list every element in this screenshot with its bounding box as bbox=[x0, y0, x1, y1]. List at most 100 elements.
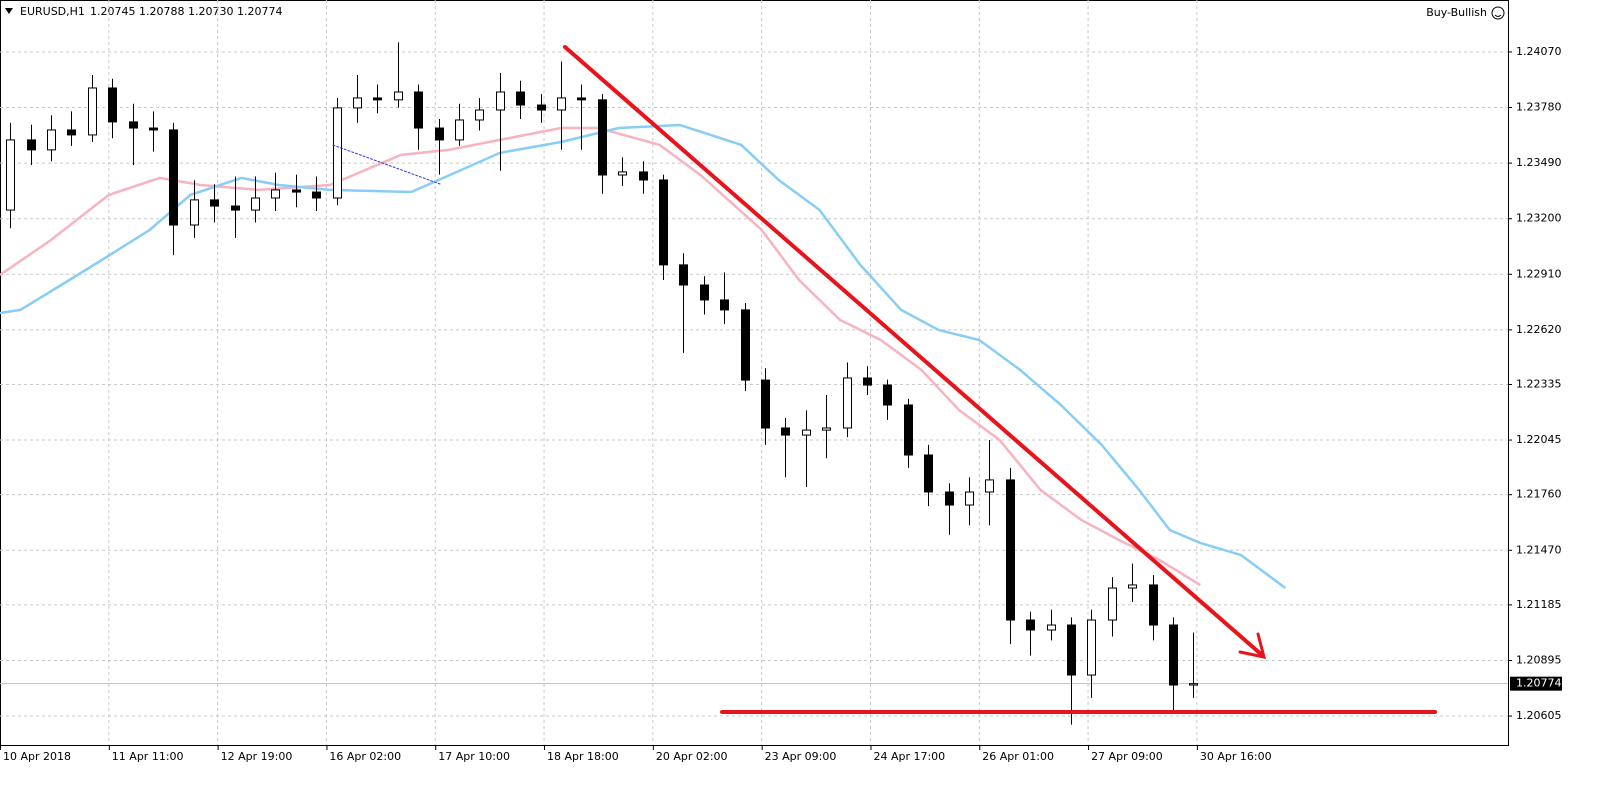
x-tick-label: 30 Apr 16:00 bbox=[1200, 750, 1272, 763]
plot-frame bbox=[0, 0, 1509, 746]
candle-body bbox=[394, 91, 403, 101]
candle-body bbox=[639, 171, 648, 181]
candle-body bbox=[577, 97, 586, 101]
y-tick-label: 1.21185 bbox=[1516, 598, 1562, 611]
candle-body bbox=[720, 299, 729, 311]
candle-body bbox=[210, 199, 219, 207]
y-tick-label: 1.21470 bbox=[1516, 543, 1562, 556]
moving-average bbox=[0, 123, 1287, 590]
last-price-label: 1.20774 bbox=[1516, 677, 1562, 690]
candles bbox=[6, 42, 1198, 725]
candle-body bbox=[700, 284, 709, 301]
y-tick-label: 1.22045 bbox=[1516, 433, 1562, 446]
candle-body bbox=[373, 97, 382, 101]
x-tick-label: 27 Apr 09:00 bbox=[1091, 750, 1163, 763]
candle-body bbox=[1047, 624, 1056, 631]
candle-body bbox=[414, 91, 423, 129]
candle-body bbox=[659, 179, 668, 266]
candle-body bbox=[190, 199, 199, 226]
candle-body bbox=[761, 379, 770, 429]
moving-averages bbox=[0, 123, 1287, 590]
y-tick-label: 1.24070 bbox=[1516, 45, 1562, 58]
x-tick-label: 12 Apr 19:00 bbox=[221, 750, 293, 763]
candle-body bbox=[985, 479, 994, 493]
candle-body bbox=[149, 127, 158, 131]
candle-body bbox=[333, 107, 342, 199]
menu-arrow[interactable] bbox=[5, 8, 13, 14]
candle-body bbox=[129, 121, 138, 129]
candle-body bbox=[1026, 619, 1035, 631]
candle-body bbox=[231, 205, 240, 211]
y-tick-label: 1.22620 bbox=[1516, 323, 1562, 336]
smiley bbox=[1491, 6, 1505, 20]
candle-body bbox=[904, 404, 913, 456]
symbol: EURUSD,H1 bbox=[20, 5, 85, 18]
y-tick-label: 1.22910 bbox=[1516, 267, 1562, 280]
candle-body bbox=[108, 87, 117, 123]
y-tick-label: 1.23490 bbox=[1516, 156, 1562, 169]
candle-body bbox=[679, 264, 688, 286]
candle-body bbox=[822, 427, 831, 431]
x-tick-label: 10 Apr 2018 bbox=[3, 750, 71, 763]
annotations bbox=[332, 45, 1437, 714]
x-tick-label: 24 Apr 17:00 bbox=[873, 750, 945, 763]
candle-body bbox=[1189, 683, 1198, 686]
x-tick-label: 17 Apr 10:00 bbox=[438, 750, 510, 763]
candle-body bbox=[47, 129, 56, 151]
quote: 1.20745 1.20788 1.20730 1.20774 bbox=[90, 5, 282, 18]
candle-body bbox=[598, 99, 607, 176]
candle-body bbox=[312, 191, 321, 199]
candle-body bbox=[6, 139, 15, 211]
candle-body bbox=[169, 129, 178, 226]
candle-body bbox=[1149, 584, 1158, 626]
candle-body bbox=[781, 427, 790, 436]
x-tick-label: 11 Apr 11:00 bbox=[112, 750, 184, 763]
candle-body bbox=[945, 491, 954, 506]
candle-body bbox=[455, 119, 464, 141]
candle-body bbox=[843, 377, 852, 429]
candle-body bbox=[435, 127, 444, 141]
candle-body bbox=[251, 197, 260, 211]
candle-body bbox=[924, 454, 933, 493]
candle-body bbox=[27, 139, 36, 151]
candle-body bbox=[557, 97, 566, 111]
last-price-box bbox=[1510, 676, 1562, 691]
x-tick-label: 23 Apr 09:00 bbox=[765, 750, 837, 763]
candle-body bbox=[1087, 619, 1096, 676]
candle-body bbox=[67, 129, 76, 136]
y-tick-label: 1.20605 bbox=[1516, 709, 1562, 722]
y-tick-label: 1.20895 bbox=[1516, 653, 1562, 666]
candle-body bbox=[863, 377, 872, 386]
candle-body bbox=[965, 491, 974, 506]
candle-body bbox=[1067, 624, 1076, 676]
candle-body bbox=[271, 189, 280, 199]
y-tick-label: 1.23780 bbox=[1516, 101, 1562, 114]
candle-body bbox=[1128, 584, 1137, 589]
y-tick-label: 1.23200 bbox=[1516, 212, 1562, 225]
grid bbox=[0, 0, 1508, 745]
candle-body bbox=[496, 91, 505, 111]
y-tick-label: 1.22335 bbox=[1516, 377, 1562, 390]
moving-average bbox=[0, 126, 1201, 587]
candle-body bbox=[802, 429, 811, 436]
candle-body bbox=[292, 189, 301, 193]
candle-body bbox=[1169, 624, 1178, 686]
x-tick-label: 26 Apr 01:00 bbox=[982, 750, 1054, 763]
candle-body bbox=[1006, 479, 1015, 621]
y-tick-label: 1.21760 bbox=[1516, 488, 1562, 501]
candle-body bbox=[741, 309, 750, 381]
x-tick-label: 16 Apr 02:00 bbox=[329, 750, 401, 763]
candle-body bbox=[88, 87, 97, 136]
candle-body bbox=[618, 171, 627, 176]
candle-body bbox=[516, 91, 525, 106]
expert-name: Buy-Bullish bbox=[1426, 6, 1487, 19]
candle-body bbox=[353, 97, 362, 109]
candle-body bbox=[883, 384, 892, 406]
candle-body bbox=[1108, 587, 1117, 621]
candle-body bbox=[475, 109, 484, 121]
x-tick-label: 20 Apr 02:00 bbox=[656, 750, 728, 763]
x-tick-label: 18 Apr 18:00 bbox=[547, 750, 619, 763]
candle-body bbox=[537, 104, 546, 111]
